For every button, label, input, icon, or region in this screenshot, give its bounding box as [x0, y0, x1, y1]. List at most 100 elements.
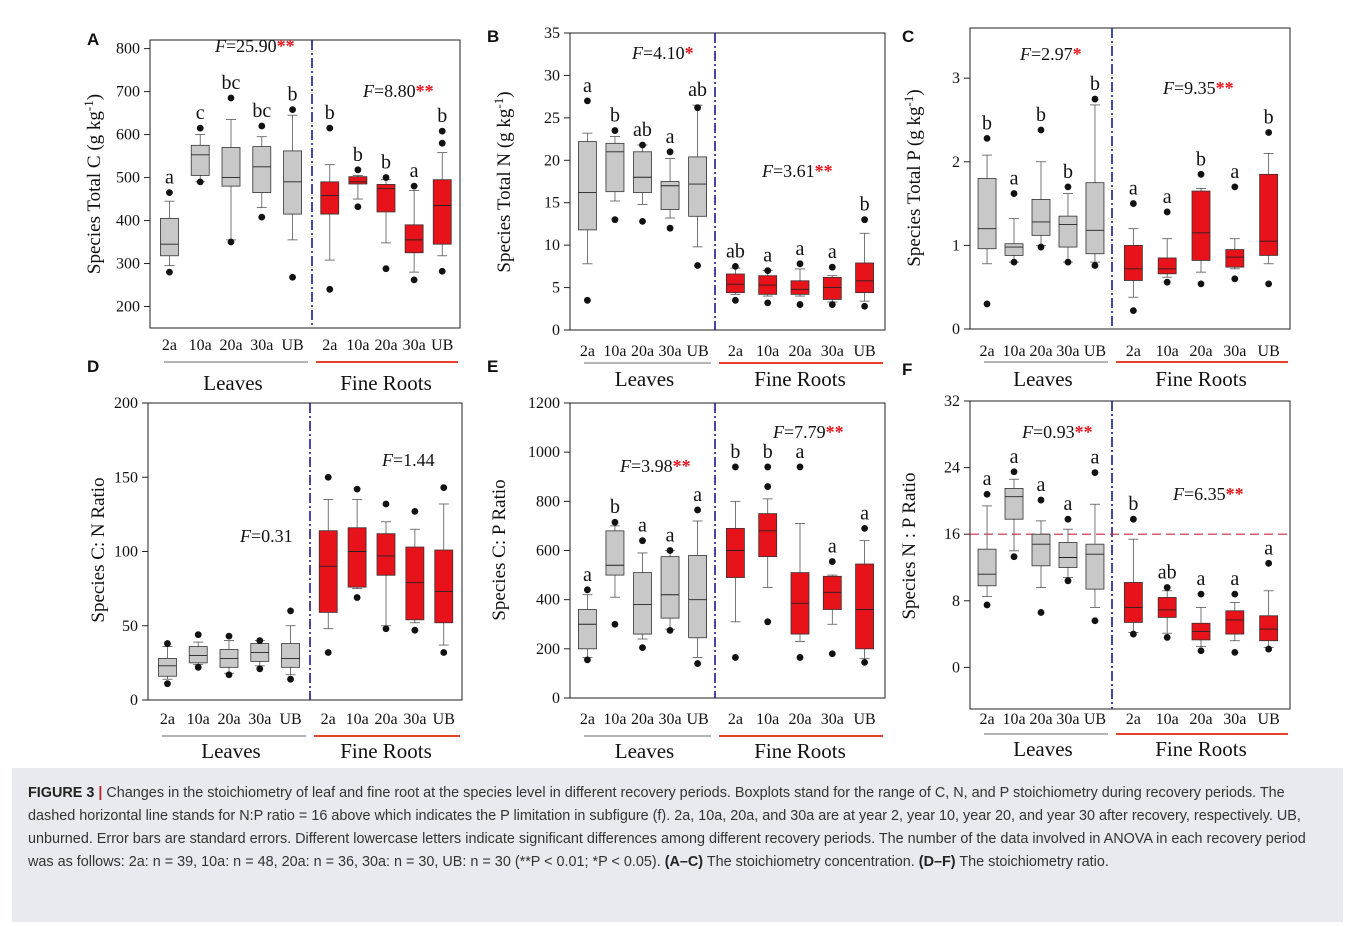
outlier-point	[1091, 95, 1099, 103]
outlier-point	[983, 300, 991, 308]
outlier-point	[983, 134, 991, 142]
x-tick-label: 30a	[658, 711, 681, 728]
panel-letter: C	[902, 27, 914, 46]
box	[758, 513, 778, 558]
y-tick-label: 30	[544, 67, 560, 84]
outlier-point	[611, 518, 619, 526]
x-tick-label: 20a	[374, 711, 397, 728]
x-tick-label: 10a	[756, 343, 779, 360]
outlier-point	[1265, 129, 1273, 136]
significance-letter: ab	[1158, 561, 1177, 583]
box	[1085, 182, 1105, 255]
outlier-point	[1037, 126, 1045, 134]
box-roots-2a: ab	[726, 240, 745, 304]
x-tick-label: UB	[686, 711, 708, 728]
y-axis-label: Species C: N Ratio	[88, 477, 109, 622]
box	[790, 280, 810, 295]
leaves-group-label: Leaves	[203, 371, 262, 395]
significance-letter: a	[666, 126, 675, 148]
x-tick-label: 2a	[321, 711, 336, 728]
significance-letter: a	[828, 536, 837, 558]
box-roots-30a	[405, 508, 425, 634]
leaves-group-label: Leaves	[201, 739, 260, 760]
significance-letter: a	[983, 468, 992, 490]
significance-letter: a	[1197, 568, 1206, 590]
y-tick-label: 400	[536, 592, 560, 609]
outlier-point	[287, 607, 294, 615]
y-tick-label: 600	[116, 127, 140, 144]
panel-E: E 0 200 400 600 800 1000 1200 Species C: P Ratio…	[487, 357, 886, 760]
leaves-group-label: Leaves	[1013, 367, 1072, 391]
significance-letter: b	[1264, 107, 1274, 129]
y-tick-label: 0	[552, 690, 560, 707]
outlier-point	[324, 649, 332, 656]
y-tick-label: 50	[122, 618, 138, 635]
outlier-point	[1064, 183, 1072, 191]
outlier-point	[382, 174, 390, 181]
significance-letter: a	[1037, 474, 1046, 496]
significance-letter: ab	[633, 119, 652, 141]
box	[605, 530, 625, 576]
box-roots-20a: a	[1191, 568, 1211, 655]
y-tick-label: 200	[116, 299, 140, 316]
x-tick-label: 20a	[631, 343, 654, 360]
box-leaves-30a	[250, 637, 270, 673]
significance-letter: c	[196, 102, 205, 124]
y-tick-label: 200	[536, 641, 560, 658]
significance-letter: a	[860, 502, 869, 524]
significance-letter: a	[1230, 161, 1239, 183]
outlier-point	[258, 122, 266, 130]
box-roots-10a: ab	[1158, 561, 1177, 641]
x-tick-label: 30a	[658, 343, 681, 360]
outlier-point	[796, 463, 804, 471]
box	[1259, 173, 1279, 256]
outlier-point	[666, 224, 674, 232]
outlier-point	[694, 262, 701, 269]
outlier-point	[227, 94, 235, 102]
outlier-point	[732, 296, 739, 304]
y-tick-label: 25	[544, 110, 560, 127]
y-tick-label: 1	[952, 237, 960, 254]
y-axis-label: Species C: P Ratio	[489, 479, 510, 620]
significance-letter: a	[410, 160, 419, 182]
y-tick-label: 8	[952, 593, 960, 610]
box-leaves-2a: b	[977, 112, 997, 308]
outlier-point	[196, 124, 204, 132]
box-leaves-10a	[188, 631, 208, 671]
box-roots-UB: a	[1259, 537, 1279, 653]
outlier-point	[1129, 200, 1137, 207]
box-roots-30a: a	[1225, 161, 1245, 283]
box	[347, 527, 367, 588]
box-roots-30a: a	[1225, 568, 1245, 656]
box-leaves-10a: a	[1004, 168, 1024, 266]
box-leaves-20a: b	[1031, 104, 1051, 251]
outlier-point	[1129, 307, 1137, 315]
outlier-point	[861, 658, 868, 666]
x-tick-label: 20a	[217, 711, 240, 728]
significance-letter: b	[763, 441, 773, 463]
y-tick-label: 300	[116, 256, 140, 273]
box	[376, 184, 396, 213]
outlier-point	[166, 189, 173, 196]
significance-letter: a	[1264, 537, 1273, 559]
x-tick-label: UB	[1084, 711, 1106, 728]
outlier-point	[584, 656, 591, 664]
outlier-point	[324, 473, 332, 481]
outlier-point	[1197, 647, 1205, 655]
y-tick-label: 10	[544, 237, 560, 254]
outlier-point	[411, 626, 419, 634]
x-tick-label: 2a	[979, 711, 994, 728]
significance-letter: b	[381, 152, 391, 174]
box-roots-UB: a	[855, 502, 874, 666]
box	[160, 217, 179, 257]
outlier-point	[227, 238, 235, 246]
significance-letter: a	[796, 441, 805, 463]
significance-letter: ab	[688, 79, 707, 101]
x-tick-label: 20a	[788, 343, 811, 360]
outlier-point	[382, 500, 390, 508]
roots-group-label: Fine Roots	[340, 739, 432, 760]
box-leaves-UB: ab	[688, 79, 707, 269]
box	[1191, 190, 1211, 261]
outlier-point	[1265, 280, 1273, 288]
significance-letter: b	[610, 105, 620, 127]
